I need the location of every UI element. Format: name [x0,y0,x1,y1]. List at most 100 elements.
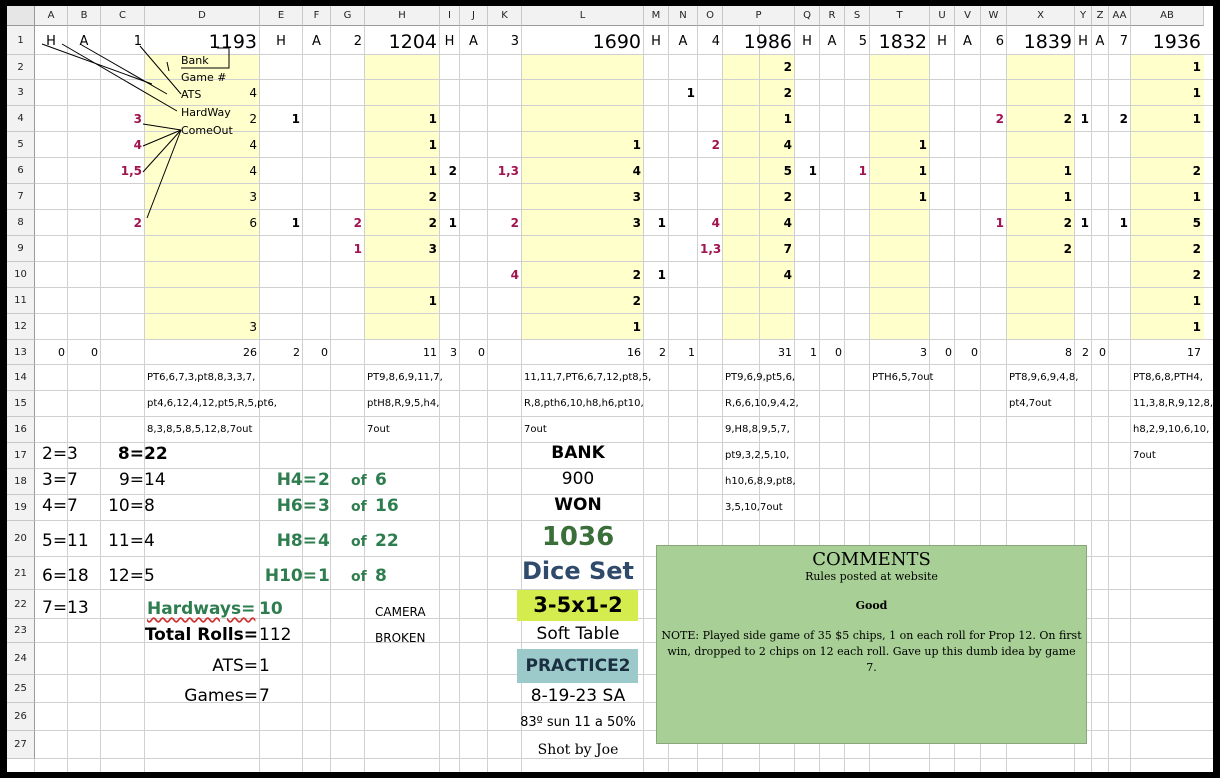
cell-L6[interactable]: 4 [632,164,641,178]
cell-J13[interactable]: 0 [478,346,485,359]
cell-K8[interactable]: 2 [510,216,519,230]
column-header-H[interactable]: H [365,6,440,26]
cell-P8[interactable]: 4 [783,216,792,230]
cell-P3[interactable]: 2 [783,86,792,100]
row-header-13[interactable]: 13 [7,340,35,365]
column-header-T[interactable]: T [870,6,930,26]
cell-W4[interactable]: 2 [995,112,1004,126]
cell-P13[interactable]: 31 [778,346,792,359]
roll-text-P18[interactable]: h10,6,8,9,pt8, [725,476,796,487]
cell-G8[interactable]: 2 [353,216,362,230]
select-all-corner[interactable] [7,6,35,26]
column-header-X[interactable]: X [1007,6,1075,26]
column-header-A[interactable]: A [35,6,68,26]
cell-N13[interactable]: 1 [688,346,695,359]
roll-text-X15[interactable]: pt4,7out [1009,398,1052,409]
column-header-AA[interactable]: AA [1109,6,1131,26]
cell-M1[interactable]: H [651,34,661,49]
row-header-19[interactable]: 19 [7,495,35,521]
cell-Z13[interactable]: 0 [1099,346,1106,359]
row-header-21[interactable]: 21 [7,557,35,590]
cell-P1[interactable]: 1986 [743,31,792,53]
cell-P2[interactable]: 2 [783,60,792,74]
cell-R1[interactable]: A [827,34,837,49]
cell-AB12[interactable]: 1 [1192,320,1201,334]
row-header-24[interactable]: 24 [7,643,35,675]
cell-P7[interactable]: 2 [783,190,792,204]
column-header-R[interactable]: R [820,6,845,26]
cell-Y8[interactable]: 1 [1080,216,1089,230]
cell-P4[interactable]: 1 [783,112,792,126]
cell-O9[interactable]: 1,3 [700,242,722,256]
cell-I8[interactable]: 1 [448,216,457,230]
cell-D12[interactable]: 3 [249,320,257,334]
cell-I1[interactable]: H [444,34,455,49]
column-header-F[interactable]: F [303,6,331,26]
roll-text-P19[interactable]: 3,5,10,7out [725,502,783,513]
cell-AB7[interactable]: 1 [1192,190,1201,204]
cell-C6[interactable]: 1,5 [120,164,142,178]
column-header-AB[interactable]: AB [1131,6,1204,26]
cell-D5[interactable]: 4 [249,138,257,152]
row-header-17[interactable]: 17 [7,443,35,469]
row-header-15[interactable]: 15 [7,391,35,417]
row-header-18[interactable]: 18 [7,469,35,495]
cell-O1[interactable]: 4 [711,34,720,49]
roll-text-X14[interactable]: PT8,9,6,9,4,8, [1009,372,1079,383]
column-header-E[interactable]: E [260,6,303,26]
cell-K6[interactable]: 1,3 [497,164,519,178]
cell-D6[interactable]: 4 [249,164,257,178]
row-header-20[interactable]: 20 [7,521,35,557]
row-header-25[interactable]: 25 [7,675,35,703]
cell-A13[interactable]: 0 [58,346,65,359]
row-header-22[interactable]: 22 [7,590,35,619]
cell-H7[interactable]: 2 [428,190,437,204]
cell-D7[interactable]: 3 [249,190,257,204]
cell-H5[interactable]: 1 [428,138,437,152]
column-header-P[interactable]: P [723,6,795,26]
cell-O8[interactable]: 4 [711,216,720,230]
roll-text-AB16[interactable]: h8,2,9,10,6,10, [1133,424,1210,435]
column-header-L[interactable]: L [522,6,644,26]
cell-L7[interactable]: 3 [632,190,641,204]
cell-W8[interactable]: 1 [995,216,1004,230]
roll-text-H15[interactable]: ptH8,R,9,5,h4, [367,398,440,409]
row-header-6[interactable]: 6 [7,158,35,184]
cell-C8[interactable]: 2 [133,216,142,230]
column-header-S[interactable]: S [845,6,870,26]
column-header-I[interactable]: I [440,6,460,26]
cell-E13[interactable]: 2 [293,346,300,359]
cell-H6[interactable]: 1 [428,164,437,178]
cell-A1[interactable]: H [46,34,56,49]
roll-text-P14[interactable]: PT9,6,9,pt5,6, [725,372,796,383]
roll-text-L15[interactable]: R,8,pth6,10,h8,h6,pt10, [524,398,644,409]
cell-V13[interactable]: 0 [971,346,978,359]
cell-Q6[interactable]: 1 [808,164,817,178]
cell-P6[interactable]: 5 [783,164,792,178]
cell-L8[interactable]: 3 [632,216,641,230]
cell-E8[interactable]: 1 [291,216,300,230]
row-header-7[interactable]: 7 [7,184,35,210]
row-header-10[interactable]: 10 [7,262,35,288]
cell-AB4[interactable]: 1 [1192,112,1201,126]
column-header-N[interactable]: N [669,6,698,26]
cell-AA1[interactable]: 7 [1119,34,1128,49]
row-header-2[interactable]: 2 [7,55,35,80]
roll-text-T14[interactable]: PTH6,5,7out [872,372,934,383]
roll-text-P15[interactable]: R,6,6,10,9,4,2, [725,398,799,409]
column-header-D[interactable]: D [145,6,260,26]
roll-text-P17[interactable]: pt9,3,2,5,10, [725,450,790,461]
cell-N1[interactable]: A [678,34,688,49]
cell-I13[interactable]: 3 [450,346,457,359]
roll-text-D14[interactable]: PT6,6,7,3,pt8,8,3,3,7, [147,372,256,383]
roll-text-L14[interactable]: 11,11,7,PT6,6,7,12,pt8,5, [524,372,652,383]
row-header-16[interactable]: 16 [7,417,35,443]
cell-Z1[interactable]: A [1095,34,1105,49]
cell-R13[interactable]: 0 [835,346,842,359]
column-header-Y[interactable]: Y [1075,6,1092,26]
row-header-12[interactable]: 12 [7,314,35,340]
cell-X6[interactable]: 1 [1063,164,1072,178]
roll-text-D15[interactable]: pt4,6,12,4,12,pt5,R,5,pt6, [147,398,277,409]
cell-D3[interactable]: 4 [249,86,257,100]
